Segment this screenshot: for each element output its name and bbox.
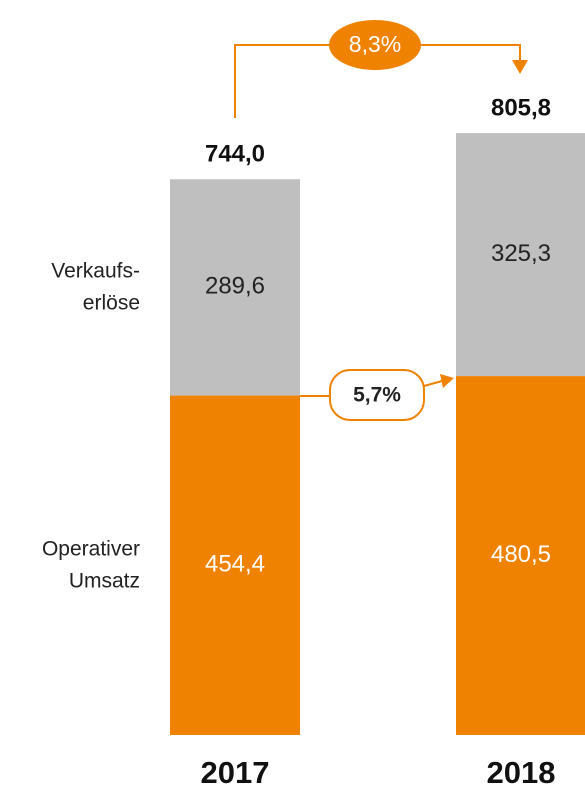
value-label: 325,3 [491,240,551,267]
bar-segment [456,133,585,377]
arrow-line [423,380,443,387]
total-label: 744,0 [205,141,265,168]
arrow-head [440,374,454,388]
badge [329,20,421,70]
arrow-head [512,60,528,74]
growth-total: 8,3% [234,20,528,118]
annotation: 5,7% [353,384,401,407]
legend-label: Verkaufs-erlöse [51,259,140,314]
annotation: 8,3% [349,31,401,57]
bar-segment [456,376,585,735]
value-label: 289,6 [205,273,265,300]
category-label: 2018 [487,755,556,790]
growth-operative: 5,7% [300,369,454,421]
category-label: 2017 [201,755,270,790]
legend-label: Operativer Umsatz [42,537,140,592]
badge [329,369,425,421]
total-label: 805,8 [491,94,551,121]
bar-segment [170,395,300,735]
value-label: 454,4 [205,551,265,578]
value-label: 480,5 [491,541,551,568]
bar-segment [170,179,300,396]
